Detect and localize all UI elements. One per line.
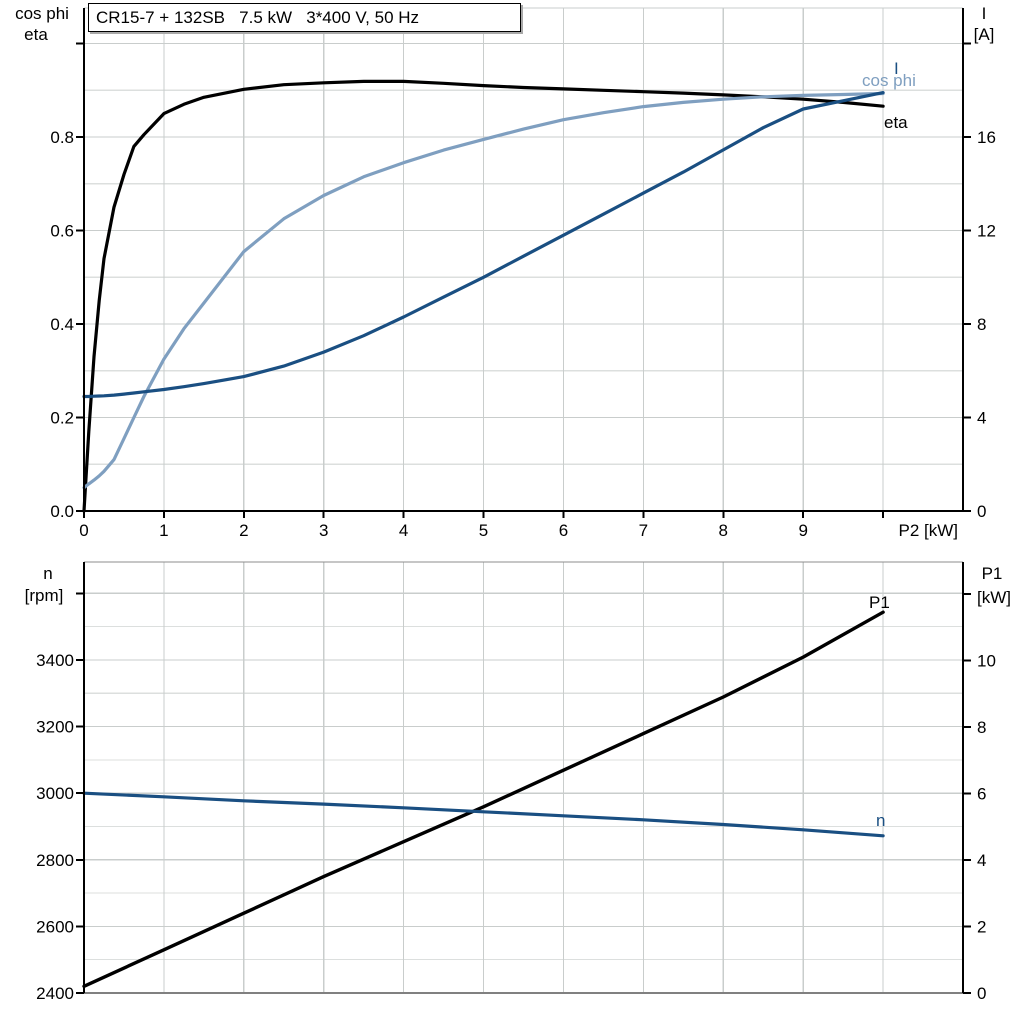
series-eta-label: eta — [884, 113, 908, 132]
top-left-axis-label-cosphi: cos phi — [15, 4, 69, 23]
right-tick-label: 8 — [977, 718, 986, 737]
left-tick-label: 0.8 — [50, 128, 74, 147]
left-tick-label: 2400 — [36, 984, 74, 1003]
left-tick-label: 3400 — [36, 651, 74, 670]
right-tick-label: 6 — [977, 784, 986, 803]
bottom-left-axis-label-rpm: [rpm] — [24, 586, 64, 605]
left-tick-label: 3000 — [36, 784, 74, 803]
chart-title-box: CR15-7 + 132SB 7.5 kW 3*400 V, 50 Hz — [88, 3, 521, 32]
series-cos-phi-label: cos phi — [862, 71, 916, 90]
series-cos-phi-line — [82, 91, 885, 490]
bottom-gridlines — [84, 562, 963, 993]
series-I-line — [82, 91, 885, 399]
left-tick-label: 2600 — [36, 917, 74, 936]
right-tick-label: 0 — [977, 502, 986, 521]
x-tick-label: 1 — [159, 521, 168, 540]
series-n-line — [82, 791, 885, 838]
x-tick-label: 8 — [719, 521, 728, 540]
x-tick-label: 5 — [479, 521, 488, 540]
x-tick-label: 4 — [399, 521, 408, 540]
x-tick-label: 9 — [798, 521, 807, 540]
bottom-right-axis-label-kw: [kW] — [977, 588, 1011, 607]
series-eta-line — [82, 79, 885, 513]
right-tick-label: 4 — [977, 851, 986, 870]
series-I-label: I — [894, 59, 899, 78]
left-tick-label: 0.4 — [50, 315, 74, 334]
top-right-axis-label-amps: [A] — [973, 25, 995, 44]
right-tick-label: 2 — [977, 917, 986, 936]
bottom-series: P1 n — [82, 593, 890, 988]
left-tick-label: 2800 — [36, 851, 74, 870]
x-tick-label: 3 — [319, 521, 328, 540]
left-tick-label: 0.0 — [50, 502, 74, 521]
x-tick-label: 7 — [639, 521, 648, 540]
bottom-right-axis-label-p1: P1 — [981, 564, 1003, 583]
x-tick-label: 2 — [239, 521, 248, 540]
series-P1-label: P1 — [869, 593, 890, 612]
left-tick-label: 0.6 — [50, 222, 74, 241]
right-tick-label: 4 — [977, 409, 986, 428]
series-n-label: n — [876, 811, 885, 830]
chart-title: CR15-7 + 132SB 7.5 kW 3*400 V, 50 Hz — [96, 8, 420, 27]
x-axis-unit-label: P2 [kW] — [898, 521, 958, 540]
right-tick-label: 12 — [977, 222, 996, 241]
top-left-axis-label-eta: eta — [24, 25, 48, 44]
x-tick-label: 0 — [79, 521, 88, 540]
series-P1-line — [82, 610, 885, 988]
bottom-axes: 2400 2600 2800 3000 3200 3400 0 2 4 6 8 10 — [36, 562, 996, 1003]
right-tick-label: 10 — [977, 651, 996, 670]
bottom-left-axis-label-n: n — [43, 564, 53, 583]
left-tick-label: 3200 — [36, 718, 74, 737]
right-tick-label: 16 — [977, 128, 996, 147]
bottom-chart: P1 n 2400 2600 2800 3000 3200 3400 0 2 4 6 8 10 — [36, 561, 996, 1003]
x-tick-label: 6 — [559, 521, 568, 540]
right-tick-label: 0 — [977, 984, 986, 1003]
top-right-axis-label-i: I — [981, 4, 987, 23]
left-tick-label: 0.2 — [50, 409, 74, 428]
top-gridlines — [84, 8, 963, 511]
right-tick-label: 8 — [977, 315, 986, 334]
